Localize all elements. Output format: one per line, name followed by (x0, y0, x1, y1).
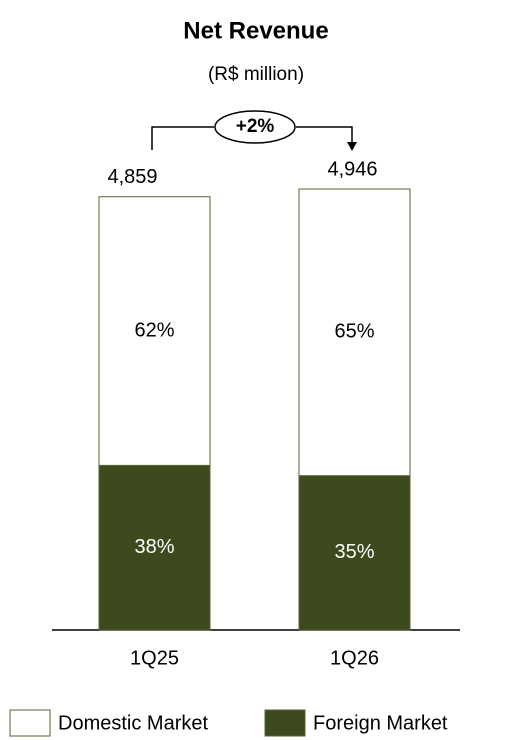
growth-bracket (151, 126, 353, 150)
total-label: 4,946 (327, 158, 377, 180)
legend-label: Foreign Market (313, 712, 448, 734)
growth-arrow (347, 142, 357, 151)
growth-badge (214, 110, 296, 144)
segment-label: 35% (334, 541, 374, 563)
bar-segment (98, 196, 211, 466)
legend-swatch (264, 709, 306, 737)
segment-label: 62% (134, 319, 174, 341)
chart-title: Net Revenue (183, 17, 328, 44)
bar-segment (298, 188, 411, 477)
total-label: 4,859 (107, 166, 157, 188)
segment-label: 38% (134, 536, 174, 558)
legend-label: Domestic Market (58, 712, 208, 734)
bar-segment (298, 475, 411, 631)
bar-segment (98, 464, 211, 631)
chart-subtitle: (R$ million) (208, 64, 304, 85)
legend-swatch (9, 709, 51, 737)
growth-label: +2% (236, 116, 275, 137)
x-tick-label: 1Q26 (330, 647, 379, 669)
segment-label: 65% (334, 321, 374, 343)
x-tick-label: 1Q25 (130, 647, 179, 669)
